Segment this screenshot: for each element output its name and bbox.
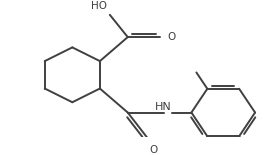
Text: HN: HN [155, 102, 172, 112]
Text: O: O [167, 32, 176, 42]
Text: O: O [150, 145, 158, 155]
Text: HO: HO [91, 1, 107, 11]
